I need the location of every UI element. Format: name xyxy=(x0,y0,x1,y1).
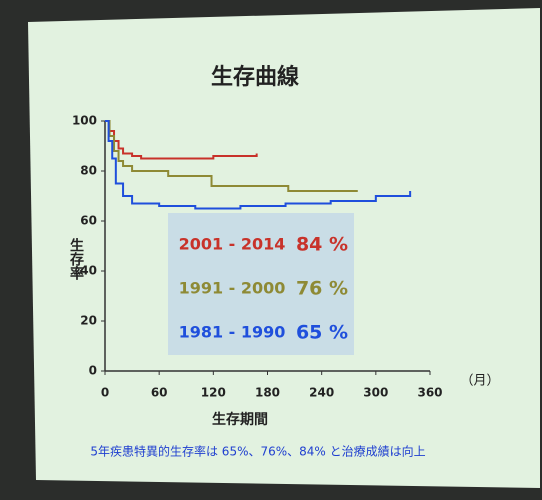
legend-label: 1991 - 2000 xyxy=(179,279,286,298)
legend-label: 2001 - 2014 xyxy=(179,235,286,254)
x-axis-label: 生存期間 xyxy=(212,411,268,428)
legend-box xyxy=(168,213,354,355)
legend-rate: 65 % xyxy=(296,322,348,344)
x-tick-label: 360 xyxy=(417,386,442,400)
y-tick-label: 0 xyxy=(89,364,97,378)
legend-rate: 76 % xyxy=(296,278,348,300)
y-tick-label: 60 xyxy=(80,214,97,228)
y-tick-label: 20 xyxy=(80,314,97,328)
survival-curve xyxy=(105,120,358,192)
x-tick-label: 240 xyxy=(309,386,334,400)
y-tick-label: 80 xyxy=(80,164,97,178)
legend-rate: 84 % xyxy=(296,234,348,256)
chart-title: 生存曲線 xyxy=(211,64,299,90)
legend-label: 1981 - 1990 xyxy=(179,323,286,342)
x-tick-label: 120 xyxy=(201,386,226,400)
x-tick-label: 60 xyxy=(151,386,168,400)
x-tick-label: 300 xyxy=(363,386,388,400)
survival-curve xyxy=(105,120,412,210)
y-tick-label: 40 xyxy=(80,264,97,278)
x-tick-label: 0 xyxy=(101,386,109,400)
y-axis-label: 生存率 xyxy=(68,237,84,281)
x-axis-unit: （月） xyxy=(460,374,499,389)
y-tick-label: 100 xyxy=(72,114,97,128)
x-tick-label: 180 xyxy=(255,386,280,400)
caption: 5年疾患特異的生存率は 65%、76%、84% と治療成績は向上 xyxy=(90,444,425,459)
